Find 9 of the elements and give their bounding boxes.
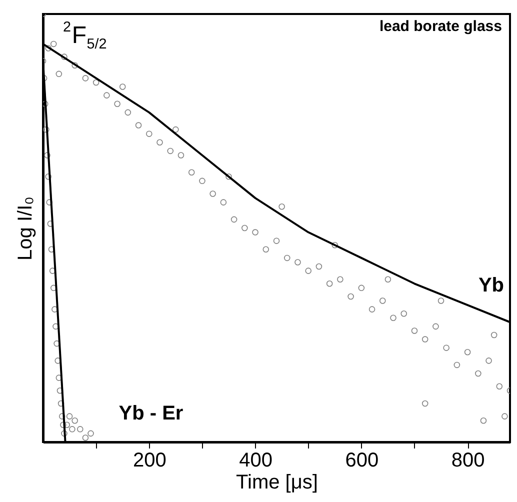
x-tick-label: 600 (345, 450, 379, 472)
x-tick-label: 400 (239, 450, 272, 472)
y-axis-title: Log I/I₀ (14, 196, 36, 260)
series-label: Yb (478, 274, 504, 297)
x-tick-label: 800 (451, 450, 485, 472)
series-label: Yb - Er (118, 402, 184, 424)
x-axis-title: Time [μs] (236, 472, 318, 494)
x-tick-label: 200 (132, 450, 166, 472)
annotation: lead borate glass (379, 18, 502, 35)
